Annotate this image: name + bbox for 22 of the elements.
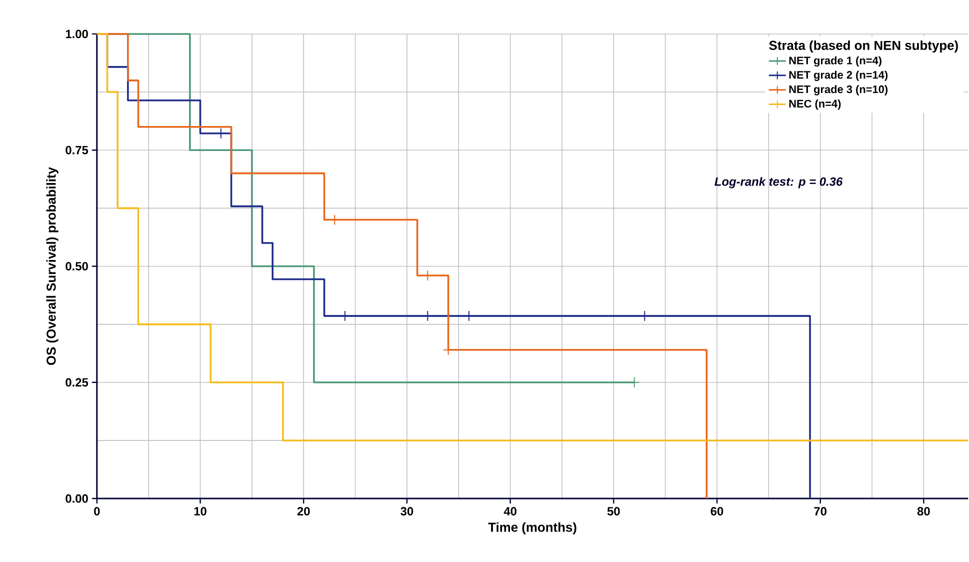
- legend-label: NET grade 1 (n=4): [789, 56, 882, 66]
- y-tick-label: 1.00: [66, 30, 88, 38]
- x-tick-label: 80: [917, 506, 930, 516]
- x-tick-label: 20: [297, 506, 310, 516]
- y-tick-label: 0.00: [66, 494, 88, 503]
- legend-title: Strata (based on NEN subtype): [769, 40, 958, 52]
- x-tick-label: 40: [504, 506, 516, 516]
- x-tick-label: 30: [400, 506, 414, 516]
- x-tick-label: 50: [607, 506, 620, 516]
- y-axis-title: OS (Overall Survival) probability: [46, 166, 58, 365]
- x-tick-label: 70: [814, 506, 826, 516]
- y-tick-label: 0.75: [66, 146, 88, 154]
- legend-label: NET grade 3 (n=10): [789, 84, 888, 96]
- legend-label: NET grade 2 (n=14): [789, 70, 888, 81]
- x-tick-label: 10: [194, 506, 206, 516]
- x-axis-title: Time (months): [488, 522, 576, 534]
- y-tick-label: 0.50: [66, 262, 88, 270]
- legend-label: NEC (n=4): [789, 99, 841, 110]
- annotation: Log-rank test: p = 0.36: [714, 176, 843, 188]
- x-tick-label: 60: [710, 506, 724, 516]
- x-tick-label: 0: [94, 506, 100, 516]
- y-tick-label: 0.25: [66, 378, 88, 386]
